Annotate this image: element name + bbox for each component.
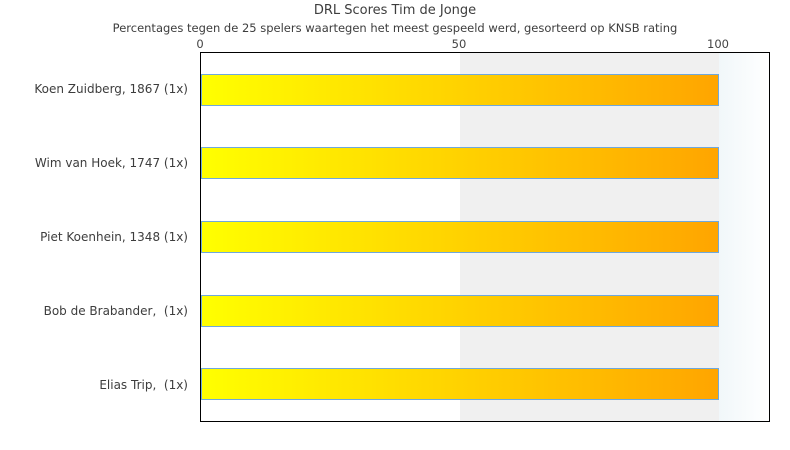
y-axis-label: Bob de Brabander, (1x) bbox=[43, 304, 188, 318]
y-axis-label: Elias Trip, (1x) bbox=[99, 378, 188, 392]
score-bar bbox=[201, 147, 719, 180]
bar-row bbox=[201, 347, 769, 421]
x-tick-label: 50 bbox=[451, 37, 467, 51]
score-bar bbox=[201, 220, 719, 253]
score-bar bbox=[201, 294, 719, 327]
score-bar bbox=[201, 73, 719, 106]
score-bar bbox=[201, 368, 719, 401]
plot-area bbox=[200, 52, 770, 422]
chart-subtitle: Percentages tegen de 25 spelers waartege… bbox=[112, 21, 678, 35]
bar-row bbox=[201, 274, 769, 348]
y-axis-label: Wim van Hoek, 1747 (1x) bbox=[34, 156, 188, 170]
y-axis-labels: Koen Zuidberg, 1867 (1x) Wim van Hoek, 17… bbox=[0, 52, 188, 422]
bar-row bbox=[201, 127, 769, 201]
bar-row bbox=[201, 53, 769, 127]
x-axis-ticks: 0 50 100 bbox=[196, 37, 770, 51]
y-axis-label: Koen Zuidberg, 1867 (1x) bbox=[34, 82, 188, 96]
x-tick-label: 0 bbox=[196, 37, 204, 51]
y-axis-label: Piet Koenhein, 1348 (1x) bbox=[40, 230, 188, 244]
x-tick-label: 100 bbox=[707, 37, 729, 51]
bar-row bbox=[201, 200, 769, 274]
chart-title: DRL Scores Tim de Jonge bbox=[313, 3, 477, 18]
